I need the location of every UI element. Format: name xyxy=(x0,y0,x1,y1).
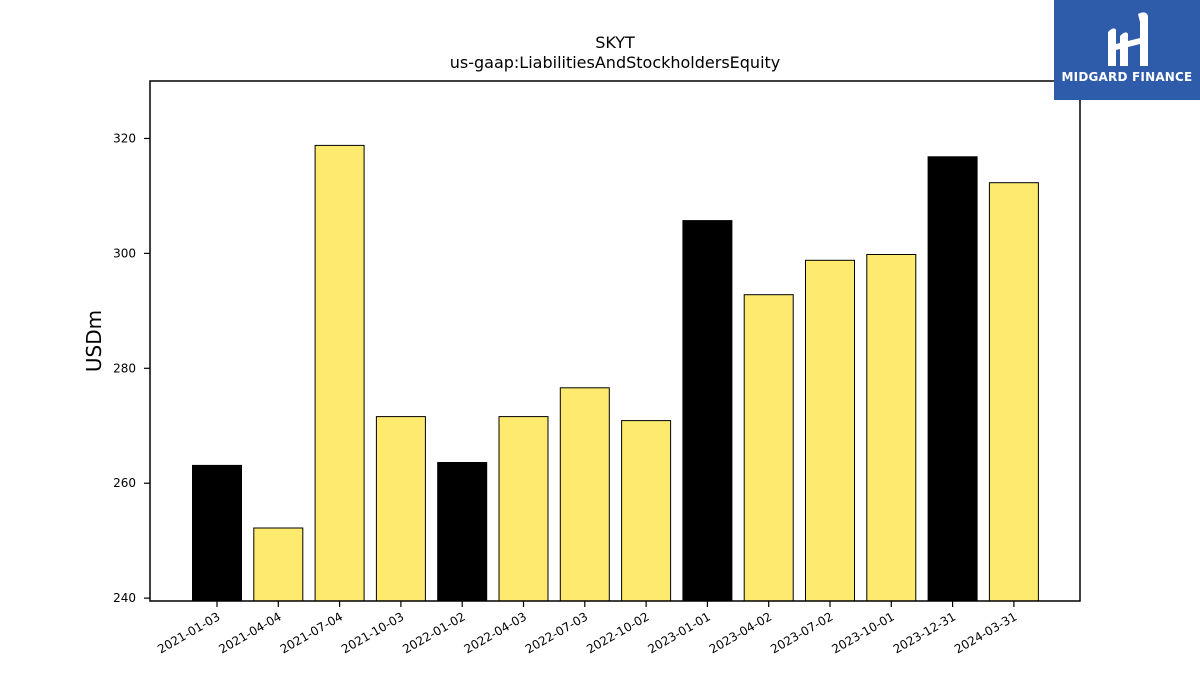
y-tick-label: 300 xyxy=(113,246,136,260)
x-tick-label: 2022-07-03 xyxy=(523,609,590,656)
bar-2022-10-02 xyxy=(621,420,672,602)
brand-logo: MIDGARD FINANCE xyxy=(1054,0,1200,100)
bar-2021-10-03 xyxy=(375,416,426,602)
x-tick-label: 2023-12-31 xyxy=(891,609,958,656)
y-tick-label: 320 xyxy=(113,131,136,145)
bar-2023-12-31 xyxy=(927,156,978,602)
bar-2024-03-31 xyxy=(988,182,1039,602)
chart-subtitle: us-gaap:LiabilitiesAndStockholdersEquity xyxy=(450,53,781,72)
x-tick-label: 2021-10-03 xyxy=(339,609,406,656)
x-tick-label: 2022-10-02 xyxy=(584,609,651,656)
x-tick-label: 2023-04-02 xyxy=(707,609,774,656)
chart-title: SKYT xyxy=(595,33,635,52)
bar-2023-07-02 xyxy=(805,259,855,602)
midgard-logo-icon xyxy=(1108,12,1148,66)
x-tick-label: 2024-03-31 xyxy=(952,609,1019,656)
y-tick-label: 260 xyxy=(113,476,136,490)
x-tick-label: 2023-01-01 xyxy=(645,609,712,656)
bar-2021-01-03 xyxy=(192,464,242,602)
y-ticks-group: 240 260 280 300 320 xyxy=(113,131,150,605)
bars-group xyxy=(192,144,1039,602)
y-tick-label: 240 xyxy=(113,591,136,605)
x-tick-label: 2023-07-02 xyxy=(768,609,835,656)
x-tick-label: 2021-04-04 xyxy=(216,609,283,656)
bar-2023-10-01 xyxy=(866,254,917,602)
bar-2022-04-03 xyxy=(498,416,549,602)
bar-2022-07-03 xyxy=(559,387,610,602)
x-ticks-group: 2021-01-032021-04-042021-07-042021-10-03… xyxy=(155,601,1019,656)
x-tick-label: 2022-04-03 xyxy=(462,609,529,656)
bar-2022-01-02 xyxy=(437,462,488,602)
bar-2023-04-02 xyxy=(743,294,794,602)
x-tick-label: 2023-10-01 xyxy=(829,609,896,656)
logo-text: MIDGARD FINANCE xyxy=(1061,70,1193,84)
plot-frame xyxy=(149,80,1081,602)
bar-2021-07-04 xyxy=(314,144,365,602)
y-tick-label: 280 xyxy=(113,361,136,375)
y-axis-label: USDm xyxy=(82,310,106,372)
x-tick-label: 2022-01-02 xyxy=(400,609,467,656)
bar-2023-01-01 xyxy=(682,220,733,602)
x-tick-label: 2021-01-03 xyxy=(155,609,222,656)
x-tick-label: 2021-07-04 xyxy=(278,609,345,656)
bar-2021-04-04 xyxy=(253,527,304,602)
